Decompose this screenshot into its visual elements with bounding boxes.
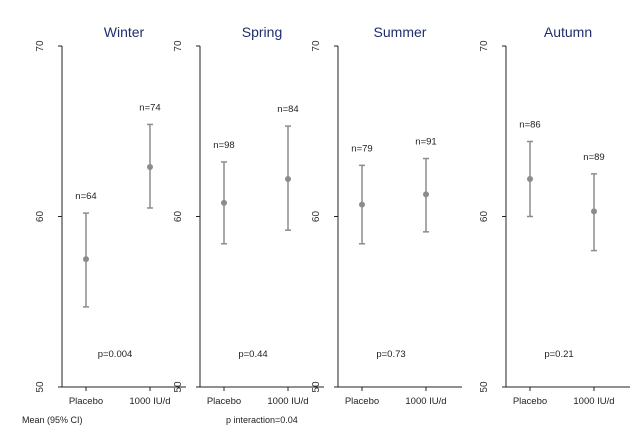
mean-point [359,201,365,208]
mean-point [285,175,291,182]
footnote-mean-ci: Mean (95% CI) [22,415,83,425]
x-tick-label: 1000 IU/d [405,396,446,407]
n-label: n=89 [583,152,604,163]
x-tick-label: Placebo [513,396,547,407]
panel-summer: Summer 50 60 70 Placebo 1000 IU/d n=79 n=91 p=0.… [311,24,462,407]
n-label: n=91 [415,137,436,148]
mean-point [221,199,227,206]
mean-point [527,175,533,182]
panel-spring: Spring 50 60 70 Placebo 1000 IU/d n=98 n=84 p=0.… [173,24,324,407]
x-tick-label: Placebo [207,396,241,407]
y-tick-label: 70 [35,40,46,52]
chart-panels: Winter 50 60 70 Placebo 1000 IU/d n=64 n=74 p=0.… [35,24,630,407]
y-tick-label: 60 [311,211,322,223]
x-tick-label: Placebo [69,396,103,407]
y-tick-label: 60 [35,211,46,223]
y-tick-label: 70 [173,40,184,52]
y-tick-label: 50 [173,381,184,393]
mean-point [591,208,597,215]
n-label: n=79 [351,143,372,154]
n-label: n=64 [75,191,96,202]
panel-title: Spring [242,24,282,40]
y-tick-label: 70 [311,40,322,52]
p-value-label: p=0.004 [98,349,133,360]
n-label: n=84 [277,104,298,115]
x-tick-label: 1000 IU/d [129,396,170,407]
x-tick-label: 1000 IU/d [267,396,308,407]
y-tick-label: 60 [173,211,184,223]
panel-winter: Winter 50 60 70 Placebo 1000 IU/d n=64 n=74 p=0.… [35,24,186,407]
y-tick-label: 60 [479,211,490,223]
mean-point [423,191,429,198]
x-tick-label: Placebo [345,396,379,407]
y-tick-label: 70 [479,40,490,52]
n-label: n=74 [139,102,160,113]
y-tick-label: 50 [35,381,46,393]
p-value-label: p=0.73 [376,349,405,360]
panel-title: Summer [374,24,427,40]
panel-autumn: Autumn 50 60 70 Placebo 1000 IU/d n=86 n=89 p=0.… [479,24,630,407]
x-tick-label: 1000 IU/d [573,396,614,407]
footnote-p-interaction: p interaction=0.04 [226,415,298,425]
p-value-label: p=0.21 [544,349,573,360]
mean-point [147,164,153,171]
panel-title: Autumn [544,24,592,40]
mean-point [83,256,89,263]
panel-title: Winter [104,24,145,40]
y-tick-label: 50 [479,381,490,393]
p-value-label: p=0.44 [238,349,267,360]
n-label: n=86 [519,119,540,130]
y-tick-label: 50 [311,381,322,393]
n-label: n=98 [213,140,234,151]
